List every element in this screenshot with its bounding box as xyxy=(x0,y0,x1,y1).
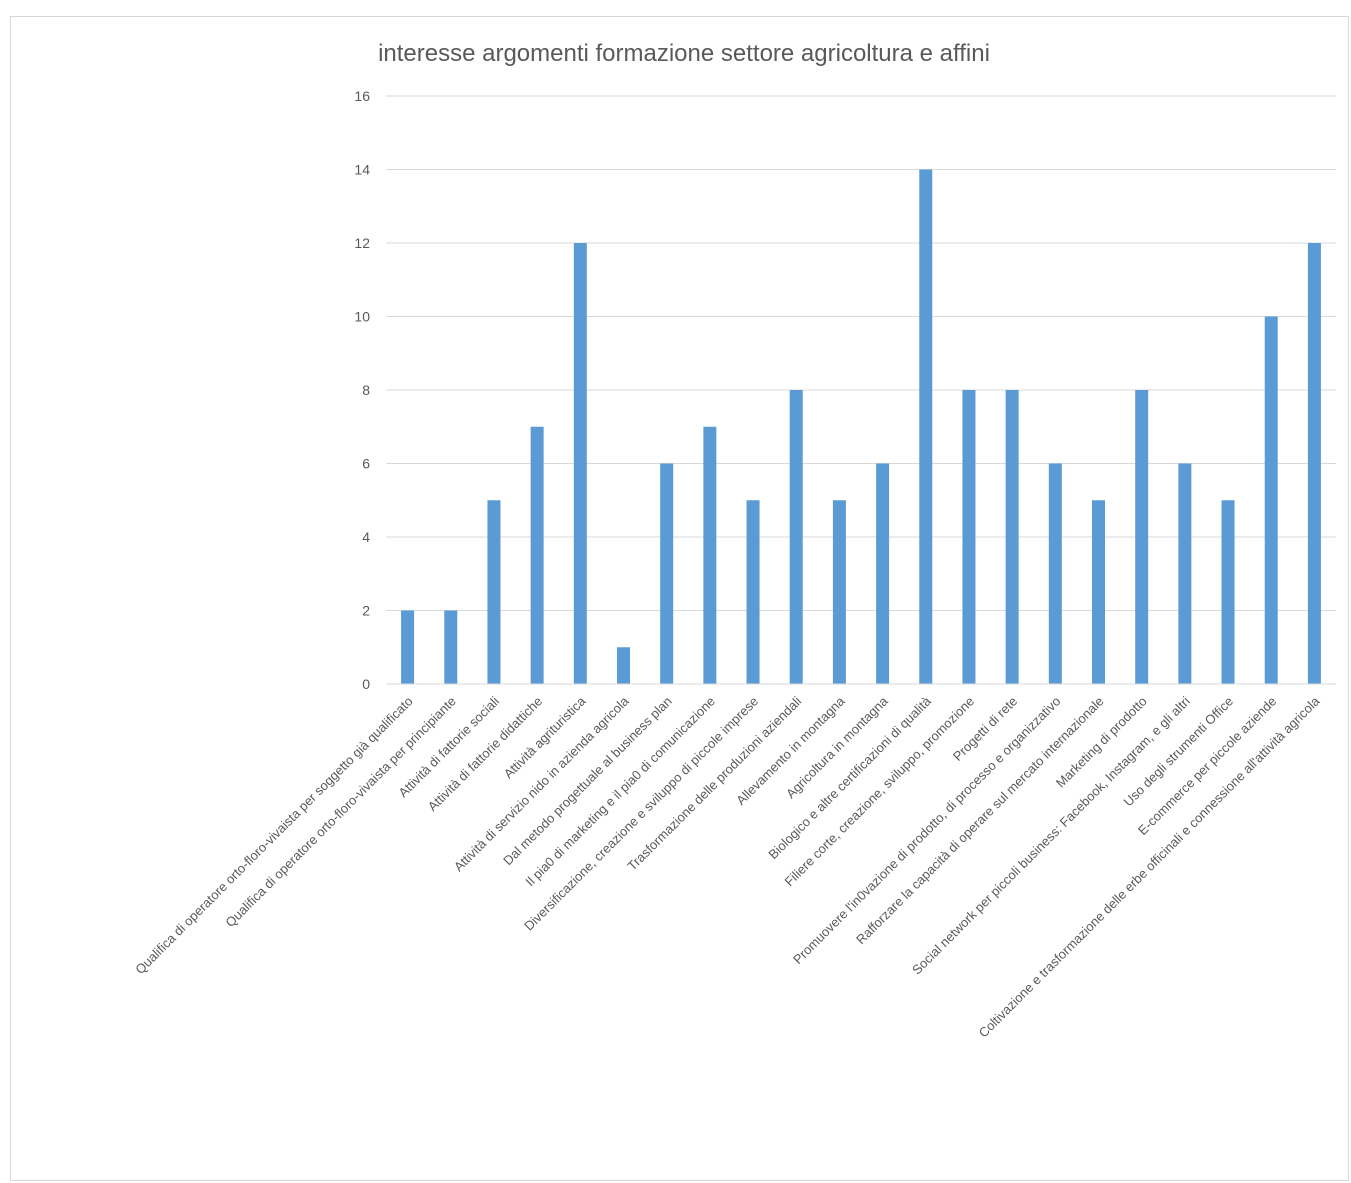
y-tick-label: 12 xyxy=(354,235,370,251)
y-tick-label: 2 xyxy=(362,603,370,619)
bar xyxy=(487,500,501,684)
bar xyxy=(919,169,933,684)
bar xyxy=(617,647,630,684)
gridlines xyxy=(386,95,1336,611)
bar xyxy=(832,500,846,684)
x-category-label: Attività agrituristica xyxy=(501,693,589,781)
y-tick-label: 6 xyxy=(362,456,370,472)
bar xyxy=(1307,243,1321,684)
bar xyxy=(1092,500,1105,684)
x-axis-labels: Qualifica di operatore orto-floro-vivais… xyxy=(132,693,1323,1040)
chart-title: interesse argomenti formazione settore a… xyxy=(378,40,990,67)
x-category-label: Qualifica di operatore orto-floro-vivais… xyxy=(222,694,458,930)
x-category-label: Qualifica di operatore orto-floro-vivais… xyxy=(132,694,415,977)
chart-frame xyxy=(10,16,1349,1181)
bars xyxy=(401,169,1321,684)
y-tick-label: 0 xyxy=(362,676,370,692)
bar xyxy=(962,390,976,684)
y-tick-label: 4 xyxy=(362,529,370,545)
bar xyxy=(703,426,717,684)
bar xyxy=(1005,390,1019,684)
bar xyxy=(1048,463,1062,684)
bar xyxy=(1264,316,1278,684)
y-tick-label: 14 xyxy=(354,162,370,178)
y-tick-label: 16 xyxy=(354,88,370,104)
bar xyxy=(444,610,458,684)
bar xyxy=(660,463,674,684)
y-axis-ticks: 0 2 4 6 8 10 12 14 16 xyxy=(354,88,370,692)
y-tick-label: 10 xyxy=(354,309,370,325)
bar xyxy=(530,426,544,684)
x-category-label: Social network per piccoli business: Fac… xyxy=(909,693,1193,977)
bar xyxy=(573,243,587,684)
bar xyxy=(1178,463,1192,684)
bar xyxy=(1135,390,1149,684)
bar xyxy=(789,390,803,684)
bar xyxy=(746,500,760,684)
bar xyxy=(401,610,415,684)
y-tick-label: 8 xyxy=(362,382,370,398)
bar xyxy=(876,463,890,684)
bar xyxy=(1221,500,1235,684)
